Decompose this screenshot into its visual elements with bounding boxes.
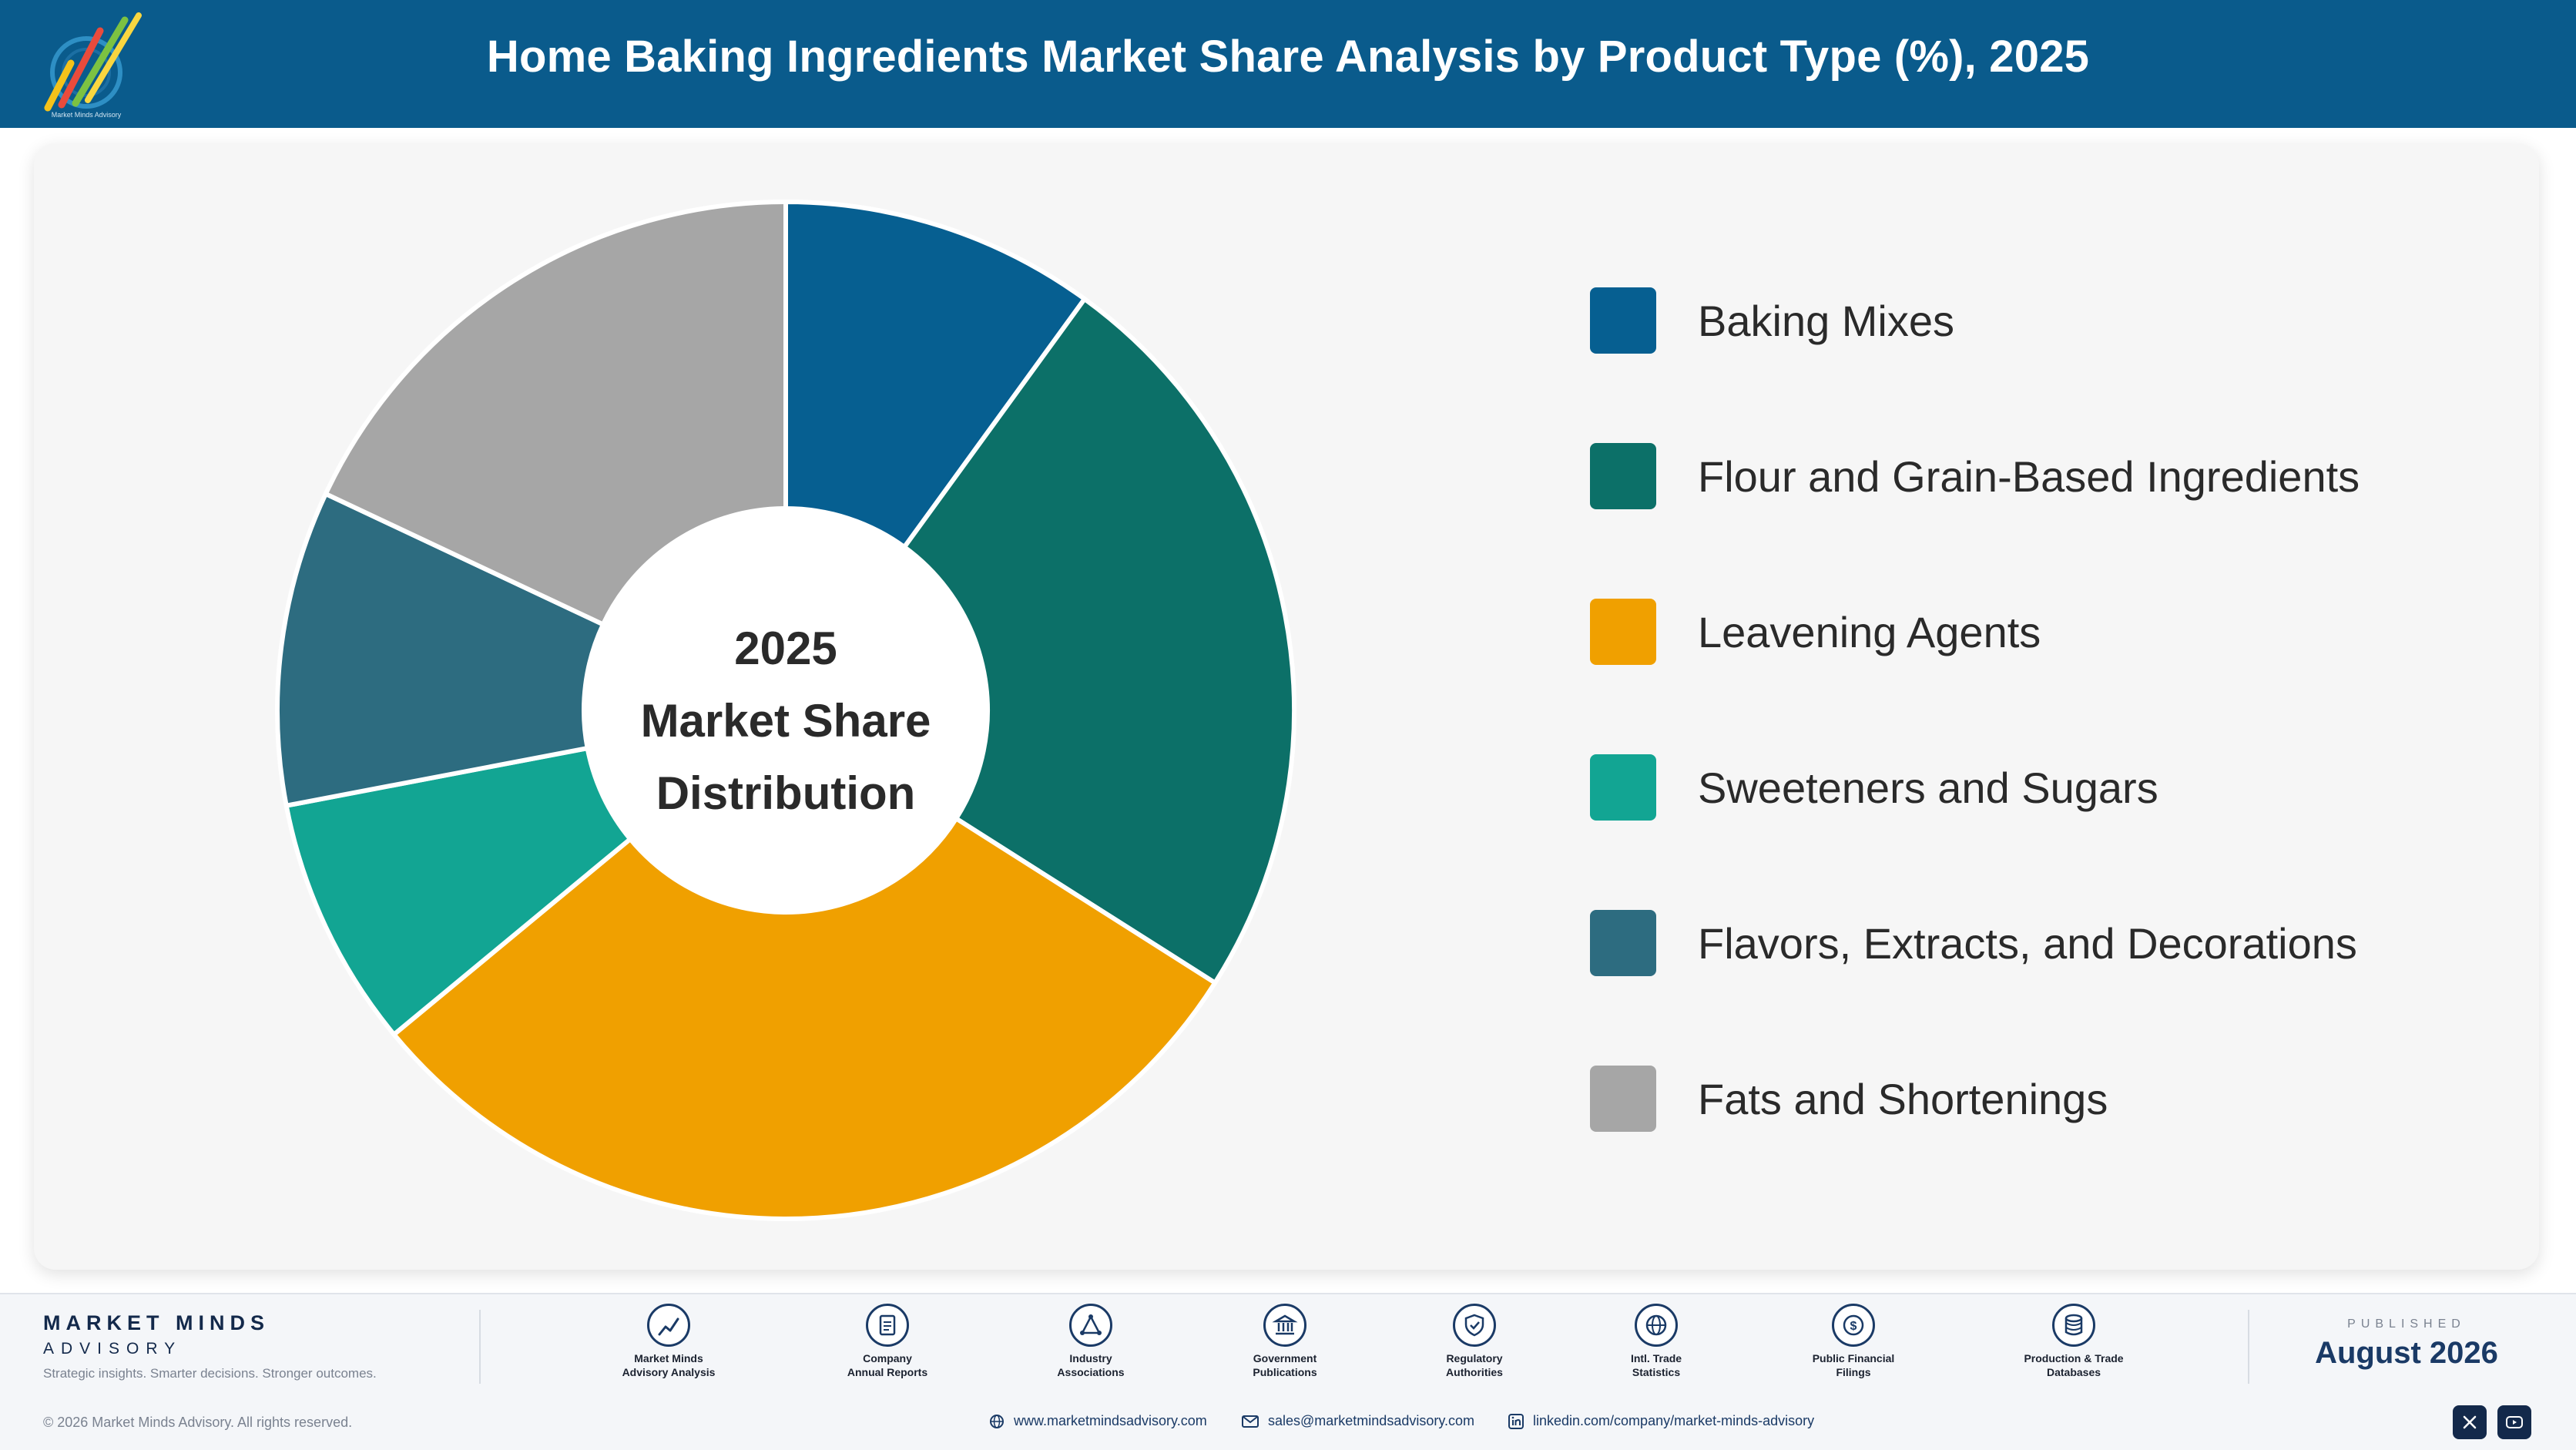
data-source-item: Production & Trade Databases [1989,1304,2158,1379]
brand-name: MARKET MINDS [43,1311,270,1334]
globe-icon [1635,1304,1678,1347]
donut-chart: 2025 Market Share Distribution [275,199,1296,1221]
website-text: www.marketmindsadvisory.com [1014,1413,1207,1428]
data-source-item: Company Annual Reports [803,1304,972,1379]
x-social-button[interactable] [2453,1405,2487,1439]
published-date: August 2026 [2315,1336,2498,1370]
legend-label: Baking Mixes [1698,296,1955,345]
network-icon [1069,1304,1112,1347]
data-source-item: $ Public Financial Filings [1769,1304,1938,1379]
linkedin-text: linkedin.com/company/market-minds-adviso… [1533,1413,1815,1428]
legend-item: Flavors, Extracts, and Decorations [1590,909,2514,977]
legend-item: Leavening Agents [1590,598,2514,666]
data-source-item: Market Minds Advisory Analysis [584,1304,753,1379]
mail-icon [1242,1415,1259,1428]
linkedin-link[interactable]: linkedin.com/company/market-minds-adviso… [1508,1413,1814,1429]
data-source-label: Industry Associations [1057,1352,1125,1378]
data-source-label: Production & Trade Databases [2024,1352,2124,1378]
legend-label: Flavors, Extracts, and Decorations [1698,918,2357,968]
svg-text:Market Minds Advisory: Market Minds Advisory [52,111,122,119]
company-logo: Market Minds Advisory [44,12,142,119]
donut-center-text: Market Share [641,695,931,747]
email-text: sales@marketmindsadvisory.com [1268,1413,1475,1428]
legend-swatch [1590,754,1656,821]
data-source-label: Company Annual Reports [847,1352,928,1378]
database-icon [2052,1304,2095,1347]
legend-swatch [1590,910,1656,976]
published-label: PUBLISHED [2347,1317,2466,1331]
legend-label: Leavening Agents [1698,607,2041,656]
data-source-label: Regulatory Authorities [1446,1352,1503,1378]
header-bar: Market Minds Advisory Home Baking Ingred… [0,0,2576,128]
footer: MARKET MINDS ADVISORY Strategic insights… [0,1293,2576,1450]
legend-label: Fats and Shortenings [1698,1074,2108,1123]
legend-swatch [1590,287,1656,354]
legend-swatch [1590,443,1656,509]
bank-icon [1263,1304,1306,1347]
brand-subtitle: ADVISORY [43,1340,183,1358]
data-sources: Market Minds Advisory Analysis Company Annu… [539,1304,2234,1396]
data-source-item: Industry Associations [1006,1304,1176,1379]
donut-hole [584,509,988,912]
footer-divider [479,1310,481,1384]
x-icon [2463,1415,2477,1429]
chart-title: Home Baking Ingredients Market Share Ana… [486,32,2090,82]
donut-center-text: 2025 [734,623,837,674]
brand-tagline: Strategic insights. Smarter decisions. S… [43,1366,377,1381]
trend-icon [647,1304,690,1347]
legend-item: Sweeteners and Sugars [1590,754,2514,821]
legend-swatch [1590,599,1656,665]
globe-icon [990,1414,1004,1428]
data-source-item: Government Publications [1200,1304,1370,1379]
coin-icon: $ [1832,1304,1875,1347]
legend-item: Fats and Shortenings [1590,1065,2514,1133]
donut-center-text: Distribution [656,767,916,819]
shield-icon [1453,1304,1496,1347]
data-source-label: Public Financial Filings [1812,1352,1895,1378]
footer-divider [2248,1310,2249,1384]
document-icon [866,1304,909,1347]
data-source-label: Intl. Trade Statistics [1630,1352,1682,1378]
footer-bottom-bar: © 2026 Market Minds Advisory. All rights… [0,1396,2576,1450]
chart-card: 2025 Market Share Distribution Baking Mixe… [34,143,2539,1270]
copyright-text: © 2026 Market Minds Advisory. All rights… [43,1415,353,1430]
youtube-social-button[interactable] [2497,1405,2531,1439]
data-source-label: Government Publications [1253,1352,1317,1378]
svg-text:$: $ [1850,1320,1857,1333]
website-link[interactable]: www.marketmindsadvisory.com [989,1413,1207,1429]
email-link[interactable]: sales@marketmindsadvisory.com [1242,1413,1474,1429]
data-source-label: Market Minds Advisory Analysis [622,1352,716,1378]
footer-brand: MARKET MINDS ADVISORY Strategic insights… [43,1311,377,1381]
legend-swatch [1590,1066,1656,1132]
legend-item: Baking Mixes [1590,287,2514,354]
data-source-item: Intl. Trade Statistics [1571,1304,1741,1379]
published-block: PUBLISHED August 2026 [2306,1317,2507,1371]
youtube-icon [2506,1416,2523,1428]
legend-label: Sweeteners and Sugars [1698,763,2158,812]
linkedin-icon [1508,1413,1524,1429]
legend-item: Flour and Grain-Based Ingredients [1590,442,2514,510]
data-source-item: Regulatory Authorities [1390,1304,1559,1379]
legend-label: Flour and Grain-Based Ingredients [1698,451,2360,501]
